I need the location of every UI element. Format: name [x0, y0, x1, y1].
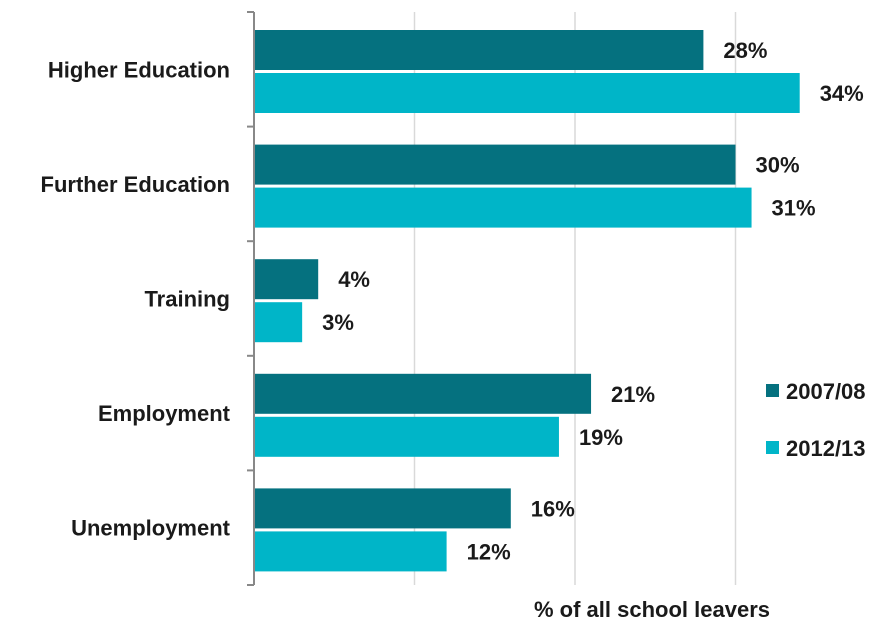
data-label-employment-2012-13: 19%	[579, 425, 623, 450]
data-label-training-2012-13: 3%	[322, 310, 354, 335]
data-label-further-education-2007-08: 30%	[756, 153, 800, 178]
category-label-unemployment: Unemployment	[71, 516, 231, 541]
category-label-further-education: Further Education	[41, 172, 230, 197]
data-label-higher-education-2007-08: 28%	[723, 38, 767, 63]
legend-swatch-2007-08	[766, 384, 779, 397]
bar-employment-2012-13	[254, 416, 559, 457]
category-labels: Higher Education Further Education Trainin…	[41, 57, 231, 540]
bars	[254, 30, 800, 572]
bar-higher-education-2007-08	[254, 30, 704, 70]
bar-further-education-2012-13	[254, 187, 752, 228]
legend-label-2007-08: 2007/08	[786, 379, 866, 404]
x-axis-label: % of all school leavers	[534, 597, 770, 622]
bar-higher-education-2012-13	[254, 73, 800, 113]
category-label-employment: Employment	[98, 401, 231, 426]
y-axis	[247, 11, 255, 586]
bar-further-education-2007-08	[254, 144, 736, 185]
legend: 2007/08 2012/13	[766, 379, 866, 461]
data-label-higher-education-2012-13: 34%	[820, 81, 864, 106]
bar-unemployment-2007-08	[254, 488, 511, 529]
data-label-unemployment-2012-13: 12%	[467, 539, 511, 564]
category-label-training: Training	[144, 287, 230, 312]
bar-training-2007-08	[254, 259, 319, 300]
data-label-further-education-2012-13: 31%	[772, 196, 816, 221]
category-label-higher-education: Higher Education	[48, 57, 230, 82]
bar-training-2012-13	[254, 302, 303, 343]
value-labels: 28% 34% 30% 31% 4% 3% 21% 19% 16% 12%	[322, 38, 864, 564]
legend-label-2012-13: 2012/13	[786, 436, 866, 461]
data-label-employment-2007-08: 21%	[611, 382, 655, 407]
legend-swatch-2012-13	[766, 441, 779, 454]
bar-employment-2007-08	[254, 373, 592, 414]
data-label-unemployment-2007-08: 16%	[531, 496, 575, 521]
data-label-training-2007-08: 4%	[338, 267, 370, 292]
bar-unemployment-2012-13	[254, 531, 447, 572]
